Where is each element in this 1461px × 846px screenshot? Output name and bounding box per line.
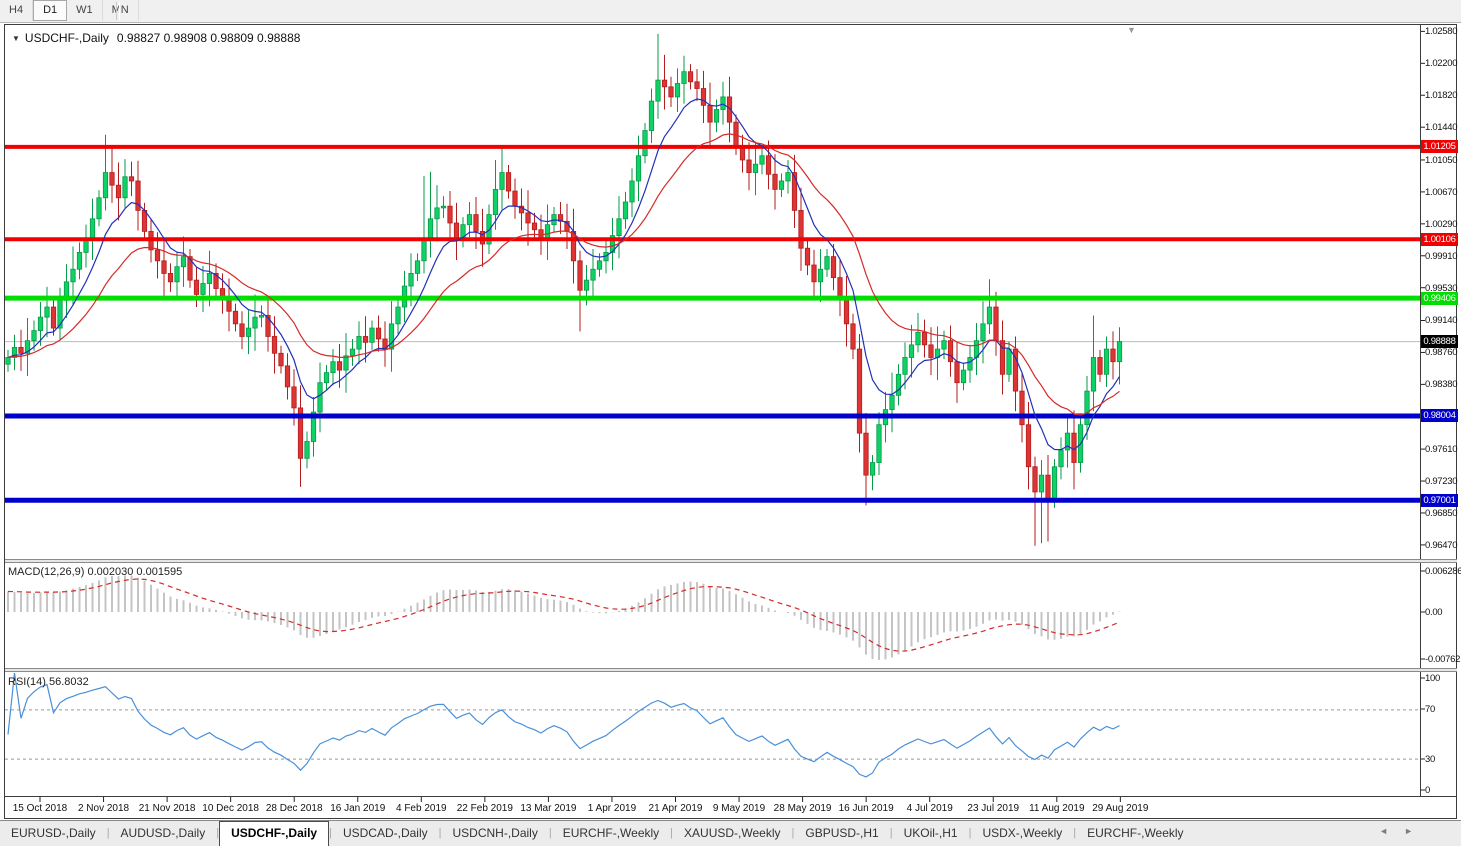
price-axis-tick-label: 1.02200 [1425, 58, 1458, 70]
price-axis-tick-label: 1.01820 [1425, 90, 1458, 102]
date-axis-label: 23 Jul 2019 [967, 803, 1020, 814]
date-axis-label: 15 Oct 2018 [12, 803, 68, 814]
tab-separator: | [670, 827, 674, 839]
tab-usdx-weekly[interactable]: USDX-,Weekly [982, 826, 1063, 840]
price-level-chip: 0.99406 [1421, 291, 1458, 305]
price-axis-tick-label: 1.00670 [1425, 186, 1458, 198]
rsi-indicator-label: RSI(14) 56.8032 [8, 676, 89, 688]
panel-splitter-rsi[interactable] [5, 668, 1457, 672]
macd-axis-label: -0.00762 [1425, 654, 1461, 665]
tab-usdchf-daily[interactable]: USDCHF-,Daily [219, 821, 330, 846]
current-price-chip: 0.98888 [1421, 335, 1458, 349]
chart-menu-icon[interactable]: ▼ [12, 34, 20, 43]
date-axis-label: 16 Jun 2019 [838, 803, 894, 814]
tab-scroll-left-icon[interactable]: ◄ [1379, 826, 1405, 836]
price-axis-tick-label: 1.01050 [1425, 154, 1458, 166]
panel-splitter-macd[interactable] [5, 559, 1457, 563]
toolbar-separator [116, 2, 120, 20]
date-axis-label: 4 Feb 2019 [395, 803, 447, 814]
date-axis-label: 2 Nov 2018 [77, 803, 130, 814]
date-axis-label: 1 Apr 2019 [587, 803, 637, 814]
price-axis-tick-label: 0.99530 [1425, 282, 1458, 294]
timeframe-toolbar: H4 D1 W1 MN [0, 0, 1461, 23]
date-axis-label: 28 May 2019 [773, 803, 832, 814]
tab-separator: | [329, 827, 332, 839]
date-axis-label: 21 Apr 2019 [648, 803, 703, 814]
price-axis-separator [1420, 25, 1421, 797]
tab-separator: | [968, 827, 972, 839]
date-axis-label: 11 Aug 2019 [1029, 803, 1085, 814]
price-axis-tick-label: 1.02580 [1425, 26, 1458, 38]
price-level-chip: 0.97001 [1421, 493, 1458, 507]
chart-shift-marker-icon[interactable]: ▼ [1127, 25, 1136, 35]
date-axis-label: 29 Aug 2019 [1092, 803, 1149, 814]
chart-title: ▼ USDCHF-,Daily 0.98827 0.98908 0.98809 0.… [12, 31, 300, 45]
date-axis-label: 9 May 2019 [712, 803, 766, 814]
price-axis-tick-label: 0.96470 [1425, 539, 1458, 551]
rsi-axis-label: 100 [1425, 673, 1440, 684]
tab-eurchf-weekly[interactable]: EURCHF-,Weekly [1087, 826, 1184, 840]
date-axis-label: 28 Dec 2018 [265, 803, 323, 814]
tab-separator: | [548, 827, 552, 839]
macd-axis-label: 0.00 [1425, 607, 1443, 618]
price-axis-tick-label: 0.96850 [1425, 507, 1458, 519]
price-axis-tick-label: 0.99910 [1425, 250, 1458, 262]
price-axis-tick-label: 0.98380 [1425, 379, 1458, 391]
price-level-chip: 1.01205 [1421, 140, 1458, 154]
rsi-axis-label: 0 [1425, 785, 1430, 796]
tab-scroll-right-icon[interactable]: ► [1404, 826, 1429, 836]
macd-indicator-label: MACD(12,26,9) 0.002030 0.001595 [8, 566, 183, 578]
price-axis-tick-label: 0.97230 [1425, 476, 1458, 488]
date-axis-label: 4 Jul 2019 [906, 803, 953, 814]
date-axis-label: 13 Mar 2019 [520, 803, 577, 814]
tab-scroll-arrows[interactable]: ◄► [1379, 826, 1429, 836]
chart-tab-bar: EURUSD-,Daily | AUDUSD-,Daily | USDCHF-,Dail… [0, 820, 1461, 846]
timeframe-w1-button[interactable]: W1 [67, 0, 103, 21]
symbol-period-label: USDCHF-,Daily [24, 31, 109, 45]
date-axis-label: 22 Feb 2019 [456, 803, 513, 814]
price-axis-tick-label: 0.98760 [1425, 347, 1458, 359]
tab-eurchf-weekly[interactable]: EURCHF-,Weekly [562, 826, 660, 840]
price-axis-tick-label: 1.01440 [1425, 122, 1458, 134]
price-level-chip: 1.00106 [1421, 232, 1458, 246]
date-axis-separator [5, 796, 1457, 797]
price-axis-tick-label: 1.00290 [1425, 218, 1458, 230]
tab-ukoil-h1[interactable]: UKOil-,H1 [903, 826, 958, 840]
tab-audusd-daily[interactable]: AUDUSD-,Daily [120, 826, 206, 840]
tab-separator: | [791, 827, 795, 839]
tab-separator: | [438, 827, 442, 839]
timeframe-d1-button[interactable]: D1 [33, 0, 68, 21]
rsi-axis-label: 30 [1425, 754, 1435, 765]
tab-gbpusd-h1[interactable]: GBPUSD-,H1 [805, 826, 879, 840]
price-axis-tick-label: 0.97610 [1425, 444, 1458, 456]
chart-window [4, 24, 1457, 819]
tab-usdcnh-daily[interactable]: USDCNH-,Daily [452, 826, 538, 840]
ohlc-readout: 0.98827 0.98908 0.98809 0.98888 [116, 31, 301, 45]
tab-eurusd-daily[interactable]: EURUSD-,Daily [11, 826, 96, 840]
tab-separator: | [106, 827, 110, 839]
tab-xauusd-weekly[interactable]: XAUUSD-,Weekly [684, 826, 781, 840]
macd-axis-label: 0.006286 [1425, 566, 1461, 577]
date-axis-label: 16 Jan 2019 [330, 803, 386, 814]
price-axis-tick-label: 0.99140 [1425, 315, 1458, 327]
tab-usdcad-daily[interactable]: USDCAD-,Daily [342, 826, 428, 840]
date-axis-label: 10 Dec 2018 [202, 803, 259, 814]
tab-separator: | [1073, 827, 1077, 839]
rsi-axis-label: 70 [1425, 704, 1435, 715]
timeframe-mn-button[interactable]: MN [103, 0, 139, 21]
timeframe-h4-button[interactable]: H4 [0, 0, 34, 21]
tab-separator: | [889, 827, 893, 839]
date-axis-label: 21 Nov 2018 [138, 803, 196, 814]
tab-separator: | [216, 827, 220, 839]
price-level-chip: 0.98004 [1421, 409, 1458, 423]
